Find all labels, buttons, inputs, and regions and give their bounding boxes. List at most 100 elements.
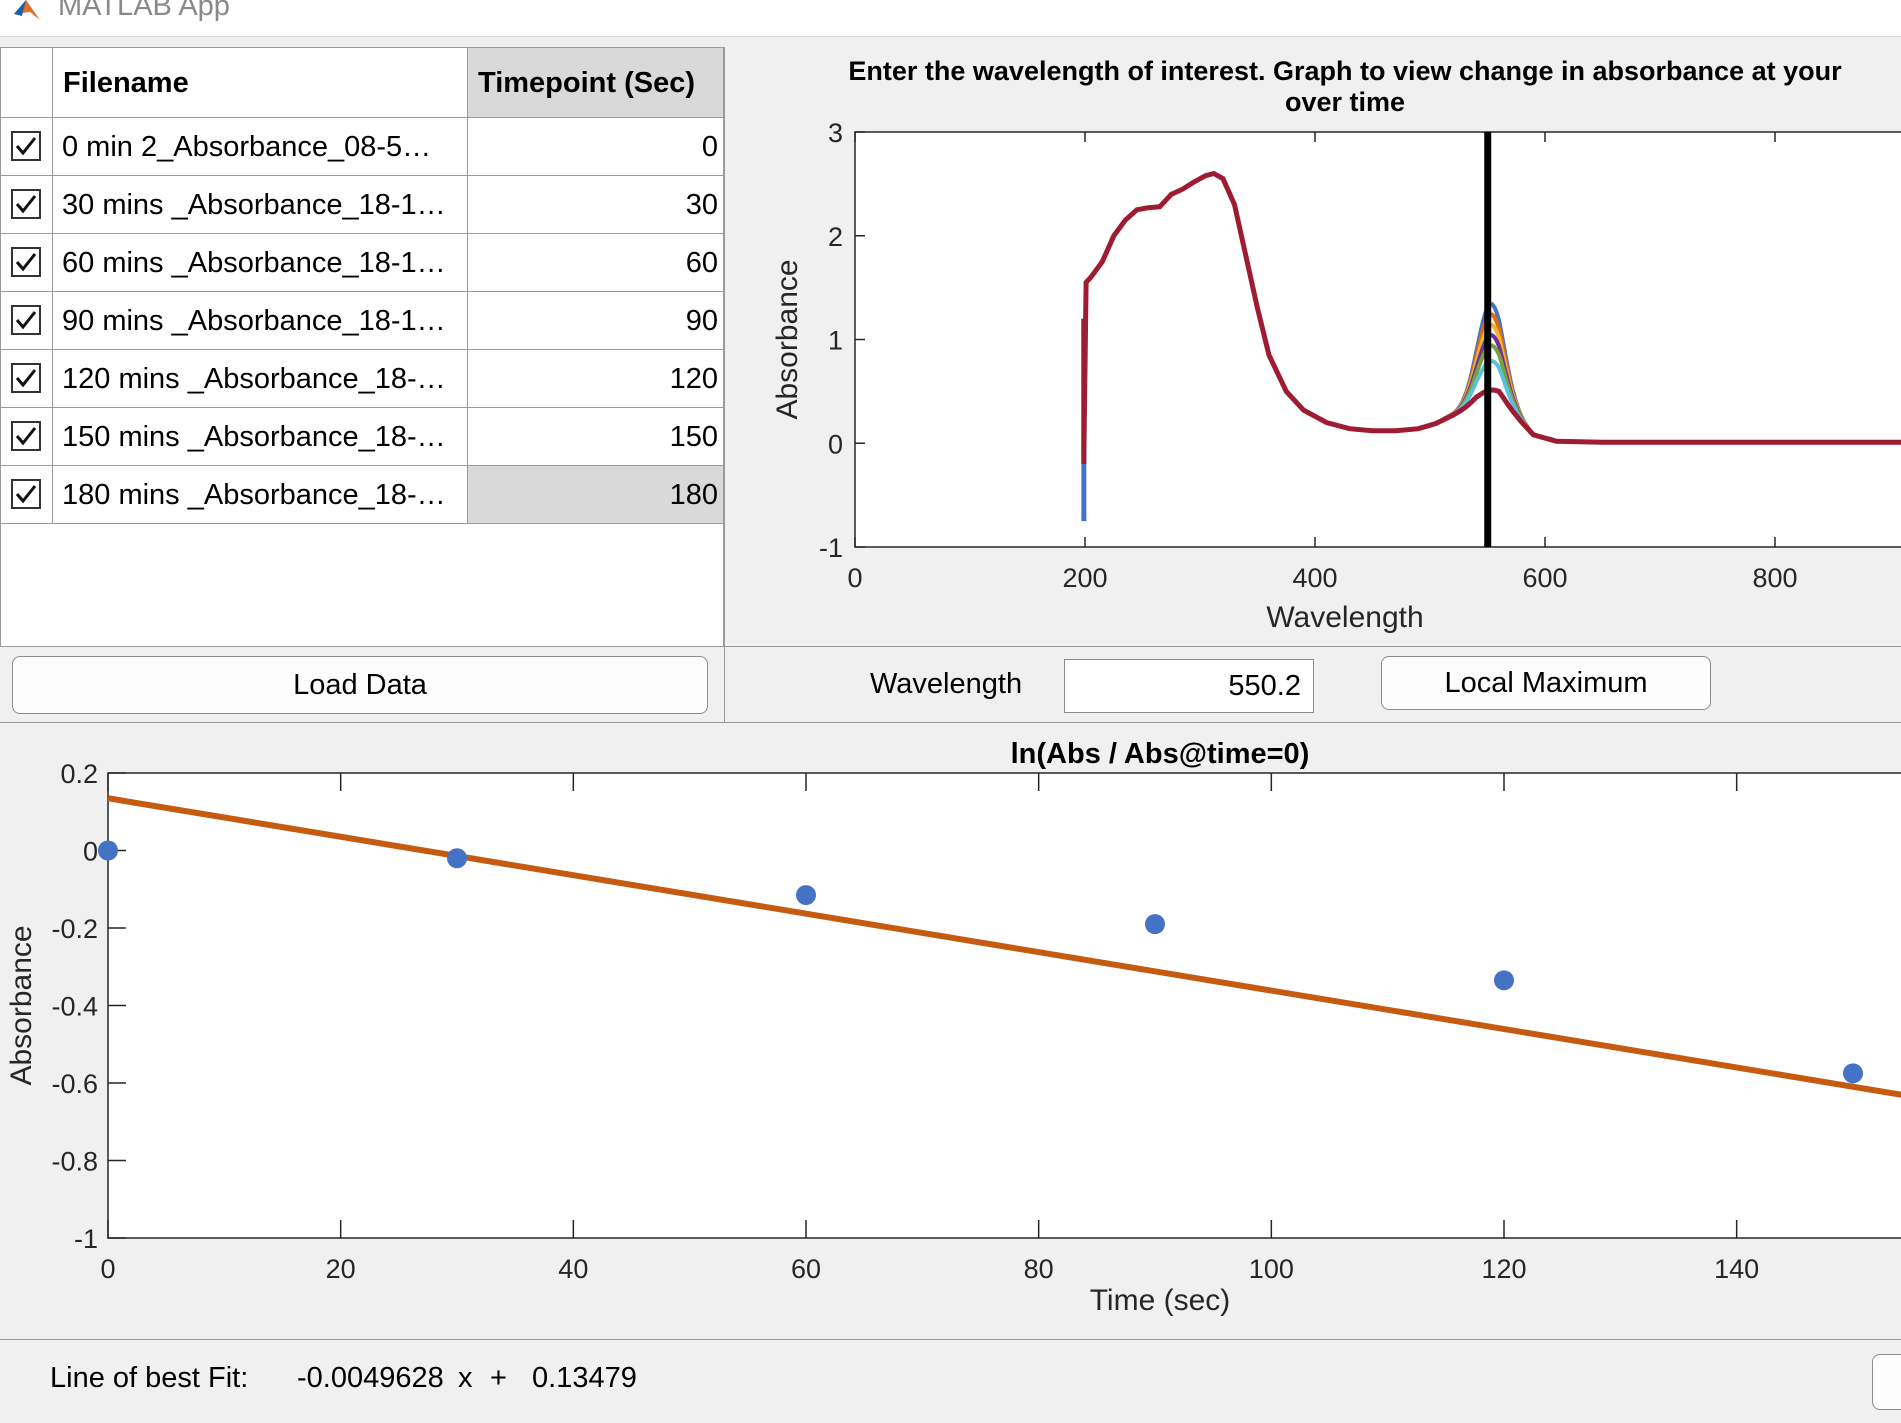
row-checkbox-cell	[1, 350, 53, 408]
ln-ratio-chart[interactable]: ln(Abs / Abs@time=0) 0 20 40 60 80 100 120 140 0.…	[0, 723, 1901, 1340]
y-tick-label: -0.6	[51, 1069, 98, 1099]
filename-cell[interactable]: 150 mins _Absorbance_18-…	[53, 408, 468, 466]
row-checkbox[interactable]	[11, 305, 41, 335]
spectrum-series-group	[1081, 170, 1901, 522]
filename-cell[interactable]: 60 mins _Absorbance_18-1…	[53, 234, 468, 292]
spectrum-series-line	[1081, 170, 1901, 454]
row-checkbox[interactable]	[11, 131, 41, 161]
x-tick-label: 200	[1062, 563, 1107, 593]
filename-cell[interactable]: 90 mins _Absorbance_18-1…	[53, 292, 468, 350]
timepoint-cell[interactable]: 0	[468, 118, 723, 176]
row-checkbox-cell	[1, 176, 53, 234]
filename-cell[interactable]: 180 mins _Absorbance_18-…	[53, 466, 468, 524]
table-row[interactable]: 0 min 2_Absorbance_08-5… 0	[1, 118, 723, 176]
wavelength-input[interactable]: 550.2	[1064, 659, 1314, 713]
load-panel: Load Data	[0, 647, 724, 723]
x-tick-label: 60	[791, 1254, 821, 1284]
row-checkbox[interactable]	[11, 479, 41, 509]
timepoint-cell[interactable]: 30	[468, 176, 723, 234]
data-point[interactable]	[1843, 1063, 1863, 1084]
table-row[interactable]: 90 mins _Absorbance_18-1… 90	[1, 292, 723, 350]
data-point[interactable]	[1145, 914, 1165, 935]
spectrum-title-line2: over time	[1285, 87, 1405, 117]
ln-ratio-panel: ln(Abs / Abs@time=0) 0 20 40 60 80 100 120 140 0.…	[0, 723, 1901, 1340]
filename-cell[interactable]: 30 mins _Absorbance_18-1…	[53, 176, 468, 234]
fit-bar: Line of best Fit: -0.0049628 x + 0.13479	[0, 1340, 1901, 1423]
data-point[interactable]	[1494, 970, 1514, 991]
filename-cell[interactable]: 120 mins _Absorbance_18-…	[53, 350, 468, 408]
data-point[interactable]	[796, 885, 816, 906]
checkmark-icon	[15, 311, 37, 330]
spectrum-xlabel: Wavelength	[1266, 601, 1423, 634]
fit-plus: +	[490, 1362, 507, 1394]
checkmark-icon	[15, 427, 37, 446]
checkmark-icon	[15, 369, 37, 388]
table-row[interactable]: 120 mins _Absorbance_18-… 120	[1, 350, 723, 408]
spectrum-chart[interactable]: Enter the wavelength of interest. Graph …	[725, 47, 1901, 647]
column-header-filename[interactable]: Filename	[53, 48, 468, 118]
y-tick-label: -0.8	[51, 1147, 98, 1177]
spectrum-ylabel: Absorbance	[771, 259, 804, 419]
x-tick-label: 20	[326, 1254, 356, 1284]
data-point[interactable]	[447, 848, 467, 869]
wavelength-panel: Wavelength Local Maximum	[724, 647, 1901, 723]
filename-cell[interactable]: 0 min 2_Absorbance_08-5…	[53, 118, 468, 176]
row-checkbox-cell	[1, 292, 53, 350]
row-checkbox[interactable]	[11, 421, 41, 451]
timepoint-cell[interactable]: 180	[468, 466, 723, 524]
checkmark-icon	[15, 195, 37, 214]
x-tick-label: 800	[1752, 563, 1797, 593]
matlab-logo-icon	[14, 0, 40, 20]
y-tick-label: 1	[828, 326, 843, 356]
data-point[interactable]	[98, 840, 118, 861]
ln-title: ln(Abs / Abs@time=0)	[1011, 738, 1310, 770]
x-tick-label: 0	[100, 1254, 115, 1284]
spectrum-plot-area	[854, 131, 1901, 548]
timepoint-cell[interactable]: 120	[468, 350, 723, 408]
y-tick-label: 0	[828, 429, 843, 459]
timepoint-cell[interactable]: 150	[468, 408, 723, 466]
x-tick-label: 140	[1714, 1254, 1759, 1284]
window-title: MATLAB App	[58, 0, 230, 22]
table-row[interactable]: 30 mins _Absorbance_18-1… 30	[1, 176, 723, 234]
x-tick-label: 40	[558, 1254, 588, 1284]
row-checkbox-cell	[1, 466, 53, 524]
row-checkbox-cell	[1, 118, 53, 176]
spectrum-panel: Enter the wavelength of interest. Graph …	[724, 47, 1901, 647]
wavelength-label: Wavelength	[870, 668, 1023, 700]
checkmark-icon	[15, 137, 37, 156]
column-header-select	[1, 48, 53, 118]
file-table[interactable]: Filename Timepoint (Sec) 0 min 2_Absorba…	[0, 47, 724, 647]
local-maximum-button[interactable]: Local Maximum	[1381, 656, 1711, 710]
load-data-button[interactable]: Load Data	[12, 656, 708, 714]
row-checkbox[interactable]	[11, 247, 41, 277]
x-tick-label: 120	[1481, 1254, 1526, 1284]
y-tick-label: -1	[74, 1224, 98, 1254]
y-tick-label: -0.2	[51, 914, 98, 944]
table-row[interactable]: 150 mins _Absorbance_18-… 150	[1, 408, 723, 466]
checkmark-icon	[15, 253, 37, 272]
y-tick-label: -0.4	[51, 992, 98, 1022]
column-header-timepoint[interactable]: Timepoint (Sec)	[468, 48, 723, 118]
timepoint-cell[interactable]: 60	[468, 234, 723, 292]
fit-intercept: 0.13479	[532, 1362, 637, 1394]
timepoint-cell[interactable]: 90	[468, 292, 723, 350]
fit-slope: -0.0049628	[297, 1362, 444, 1394]
row-checkbox[interactable]	[11, 363, 41, 393]
ln-xlabel: Time (sec)	[1090, 1284, 1231, 1317]
ln-ylabel: Absorbance	[5, 925, 38, 1085]
y-tick-label: 0	[83, 837, 98, 867]
partial-button[interactable]	[1872, 1354, 1901, 1410]
x-tick-label: 100	[1249, 1254, 1294, 1284]
checkmark-icon	[15, 485, 37, 504]
table-row[interactable]: 60 mins _Absorbance_18-1… 60	[1, 234, 723, 292]
x-tick-label: 80	[1024, 1254, 1054, 1284]
fit-label: Line of best Fit:	[50, 1362, 249, 1394]
x-tick-label: 600	[1522, 563, 1567, 593]
table-row[interactable]: 180 mins _Absorbance_18-… 180	[1, 466, 723, 524]
row-checkbox-cell	[1, 408, 53, 466]
fit-x: x	[458, 1362, 473, 1394]
y-tick-label: 2	[828, 222, 843, 252]
row-checkbox[interactable]	[11, 189, 41, 219]
y-tick-label: 3	[828, 118, 843, 148]
